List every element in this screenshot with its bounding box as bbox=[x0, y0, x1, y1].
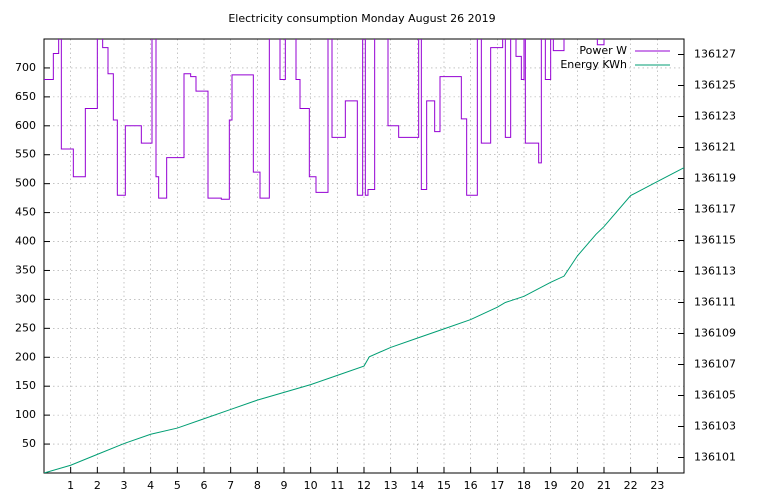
y2-tick-label: 136125 bbox=[694, 79, 736, 92]
y-tick-label: 200 bbox=[15, 350, 36, 363]
x-tick-label: 7 bbox=[227, 479, 234, 492]
y2-tick-label: 136117 bbox=[694, 203, 736, 216]
x-tick-label: 15 bbox=[437, 479, 451, 492]
legend-label: Power W bbox=[579, 44, 627, 57]
x-tick-label: 18 bbox=[517, 479, 531, 492]
x-tick-label: 13 bbox=[384, 479, 398, 492]
series-line bbox=[44, 167, 684, 473]
y2-tick-label: 136105 bbox=[694, 389, 736, 402]
y2-tick-label: 136113 bbox=[694, 265, 736, 278]
y2-tick-label: 136111 bbox=[694, 296, 736, 309]
series-line bbox=[44, 39, 605, 200]
y2-tick-label: 136103 bbox=[694, 420, 736, 433]
x-tick-label: 8 bbox=[254, 479, 261, 492]
x-tick-label: 21 bbox=[597, 479, 611, 492]
y-tick-label: 50 bbox=[22, 437, 36, 450]
x-tick-label: 1 bbox=[67, 479, 74, 492]
y2-tick-label: 136127 bbox=[694, 48, 736, 61]
y-tick-label: 600 bbox=[15, 119, 36, 132]
y2-tick-label: 136121 bbox=[694, 141, 736, 154]
x-tick-label: 6 bbox=[201, 479, 208, 492]
y-tick-label: 100 bbox=[15, 408, 36, 421]
legend-label: Energy KWh bbox=[560, 58, 627, 71]
x-tick-label: 22 bbox=[624, 479, 638, 492]
y2-tick-label: 136101 bbox=[694, 451, 736, 464]
x-tick-label: 2 bbox=[94, 479, 101, 492]
x-tick-label: 23 bbox=[650, 479, 664, 492]
chart-title: Electricity consumption Monday August 26… bbox=[228, 12, 495, 25]
x-tick-label: 19 bbox=[544, 479, 558, 492]
x-tick-label: 11 bbox=[330, 479, 344, 492]
x-tick-label: 4 bbox=[147, 479, 154, 492]
x-tick-label: 5 bbox=[174, 479, 181, 492]
x-tick-label: 3 bbox=[121, 479, 128, 492]
y2-tick-label: 136115 bbox=[694, 234, 736, 247]
y2-tick-label: 136123 bbox=[694, 110, 736, 123]
y-tick-label: 650 bbox=[15, 90, 36, 103]
y-tick-label: 150 bbox=[15, 379, 36, 392]
x-tick-label: 20 bbox=[570, 479, 584, 492]
y2-tick-label: 136109 bbox=[694, 327, 736, 340]
y-tick-label: 550 bbox=[15, 148, 36, 161]
x-tick-label: 14 bbox=[410, 479, 424, 492]
x-tick-label: 10 bbox=[304, 479, 318, 492]
x-tick-label: 12 bbox=[357, 479, 371, 492]
y2-tick-label: 136119 bbox=[694, 172, 736, 185]
y-tick-label: 300 bbox=[15, 292, 36, 305]
x-tick-label: 16 bbox=[464, 479, 478, 492]
y-tick-label: 450 bbox=[15, 206, 36, 219]
x-tick-label: 9 bbox=[281, 479, 288, 492]
y-tick-label: 400 bbox=[15, 235, 36, 248]
y2-tick-label: 136107 bbox=[694, 358, 736, 371]
y-tick-label: 500 bbox=[15, 177, 36, 190]
y-tick-label: 350 bbox=[15, 263, 36, 276]
x-tick-label: 17 bbox=[490, 479, 504, 492]
plot-frame bbox=[43, 38, 685, 474]
y-tick-label: 250 bbox=[15, 321, 36, 334]
y-tick-label: 700 bbox=[15, 61, 36, 74]
